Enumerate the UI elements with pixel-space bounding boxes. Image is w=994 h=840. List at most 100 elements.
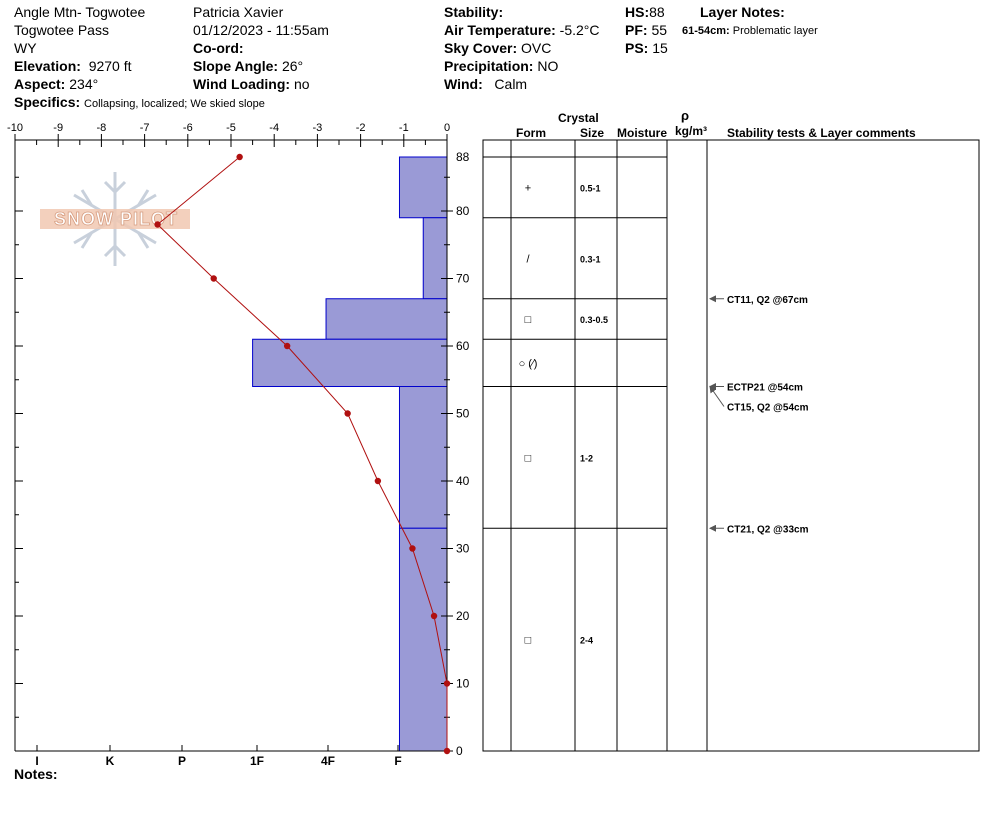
depth-tick-label: 20 (456, 609, 470, 623)
elevation-label: Elevation: (14, 58, 81, 74)
crystal-size: 0.3-0.5 (580, 315, 608, 325)
depth-tick-label: 40 (456, 474, 470, 488)
crystal-form: + (525, 182, 531, 194)
temp-tick-label: -7 (140, 122, 150, 134)
aspect-value: 234° (69, 76, 99, 92)
hardness-bar (252, 338, 448, 387)
slope-row: Slope Angle: 26° (193, 58, 303, 74)
precip-label: Precipitation: (444, 58, 534, 74)
temperature-point (236, 153, 243, 161)
aspect-label: Aspect: (14, 76, 66, 92)
hardness-tick-label: I (35, 754, 38, 768)
specifics-value: Collapsing, localized; We skied slope (84, 98, 265, 110)
temperature-point (443, 747, 451, 755)
depth-tick-label: 10 (456, 677, 470, 691)
aspect-row: Aspect: 234° (14, 76, 98, 92)
sky-label: Sky Cover: (444, 40, 518, 56)
ps-row: PS: 15 (625, 40, 668, 56)
ps-value: 15 (652, 40, 668, 56)
temp-tick-label: -4 (269, 122, 279, 134)
pf-row: PF: 55 (625, 22, 667, 38)
moisture-header: Moisture (617, 126, 668, 140)
depth-tick-label: 0 (456, 744, 463, 758)
specifics-row: Specifics: Collapsing, localized; We ski… (14, 94, 265, 112)
temperature-line (156, 156, 448, 751)
hs-label: HS: (625, 4, 650, 20)
depth-tick-label: 80 (456, 204, 470, 218)
layer-note: 61-54cm: Problematic layer (682, 23, 818, 39)
hardness-bar (398, 527, 448, 752)
temp-tick-label: 0 (444, 122, 450, 134)
temperature-point (210, 275, 217, 282)
slope-label: Slope Angle: (193, 58, 279, 74)
stability-test-label: CT21, Q2 @33cm (727, 524, 809, 535)
temperature-point (409, 545, 416, 552)
specifics-label: Specifics: (14, 94, 81, 110)
depth-tick-label: 50 (456, 407, 470, 421)
rho-header: ρ (681, 108, 690, 123)
temp-tick-label: -6 (183, 122, 193, 134)
temperature-point (344, 410, 351, 417)
air-temp-row: Air Temperature: -5.2°C (444, 22, 600, 38)
layer-table-frame (482, 139, 980, 752)
pf-label: PF: (625, 22, 648, 38)
hardness-bar (398, 156, 448, 219)
watermark-band (40, 209, 190, 229)
crystal-size: 2-4 (580, 636, 593, 646)
wind-loading-label: Wind Loading: (193, 76, 291, 92)
wind-loading-value: no (293, 76, 310, 92)
air-temp-label: Air Temperature: (444, 22, 556, 38)
temperature-point (154, 221, 161, 228)
temp-tick-label: -5 (226, 122, 236, 134)
temp-tick-label: -9 (53, 122, 63, 134)
temp-tick-label: -8 (97, 122, 107, 134)
notes-label: Notes: (14, 766, 58, 782)
hardness-tick-label: F (394, 754, 401, 768)
wind-value: Calm (494, 76, 528, 92)
hs-row: HS:88 (625, 4, 665, 20)
hardness-tick-label: K (106, 754, 115, 768)
temp-tick-label: -3 (313, 122, 323, 134)
crystal-header: Crystal (558, 111, 599, 125)
stability-test-label: CT15, Q2 @54cm (727, 403, 809, 414)
crystal-size: 1-2 (580, 453, 593, 463)
hs-value: 88 (649, 4, 665, 20)
observer: Patricia Xavier (193, 4, 284, 20)
hardness-bar (422, 217, 448, 300)
state: WY (14, 40, 37, 56)
hardness-bar (398, 386, 448, 529)
temp-tick-label: -1 (399, 122, 409, 134)
temp-tick-label: -10 (7, 122, 23, 134)
density-unit-header: kg/m³ (675, 124, 708, 138)
precip-value: NO (537, 58, 559, 74)
stability-test-label: CT11, Q2 @67cm (727, 295, 808, 306)
temperature-point (430, 612, 438, 620)
stability-test-label: ECTP21 @54cm (727, 383, 803, 394)
layer-note-text: Problematic layer (732, 25, 818, 37)
form-header: Form (516, 126, 546, 140)
hardness-tick-label: 4F (321, 754, 335, 768)
location: Angle Mtn- Togwotee (14, 4, 146, 20)
depth-tick-label: 70 (456, 272, 470, 286)
crystal-size: 0.5-1 (580, 183, 601, 193)
temp-tick-label: -2 (356, 122, 366, 134)
precip-row: Precipitation: NO (444, 58, 558, 74)
crystal-form: □ (525, 452, 532, 464)
crystal-form: □ (525, 635, 532, 647)
wind-loading-row: Wind Loading: no (193, 76, 310, 92)
depth-tick-label: 88 (456, 150, 470, 164)
crystal-form: ○ (⁄) (519, 358, 538, 370)
depth-tick-label: 30 (456, 542, 470, 556)
crystal-size: 0.3-1 (580, 254, 601, 264)
elevation-row: Elevation: 9270 ft (14, 58, 132, 74)
stability-label: Stability: (444, 4, 504, 20)
temperature-point (443, 680, 451, 687)
layer-notes-label: Layer Notes: (700, 4, 785, 20)
sky-row: Sky Cover: OVC (444, 40, 551, 56)
pf-value: 55 (651, 22, 668, 38)
ps-label: PS: (625, 40, 649, 56)
coord-label: Co-ord: (193, 40, 244, 56)
elevation-value: 9270 ft (88, 58, 132, 74)
watermark-text: SNOW PILOT (54, 209, 178, 229)
